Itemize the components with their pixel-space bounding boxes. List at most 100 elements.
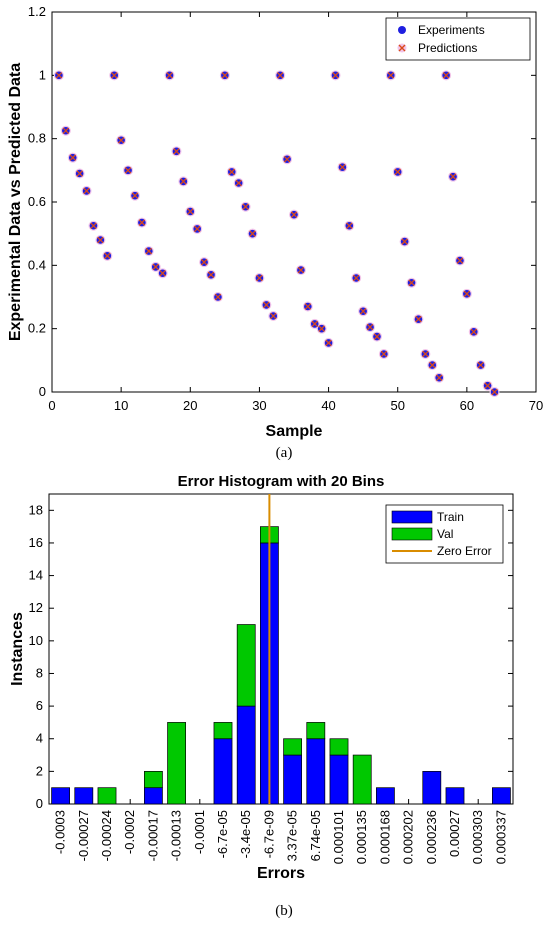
prediction-point	[297, 266, 305, 274]
val-bar	[144, 771, 163, 789]
prediction-point	[180, 178, 187, 185]
histogram-x-tick-label: -0.00024	[99, 810, 114, 861]
histogram-y-tick-label: 12	[29, 600, 43, 615]
train-bar	[144, 787, 163, 805]
histogram-x-tick-label: -0.0003	[53, 810, 68, 854]
val-bar	[167, 722, 186, 805]
scatter-x-tick-label: 70	[529, 398, 543, 413]
prediction-point	[332, 72, 339, 79]
prediction-point	[366, 323, 374, 331]
histogram-x-tick-label: -6.7e-05	[215, 810, 230, 858]
histogram-y-tick-label: 18	[29, 502, 43, 517]
prediction-point	[387, 72, 395, 79]
caption-a: (a)	[276, 445, 293, 461]
prediction-point	[55, 72, 63, 79]
histogram-y-axis-label: Instances	[9, 612, 26, 686]
scatter-y-tick-label: 1.2	[28, 4, 46, 19]
scatter-y-tick-label: 0	[39, 384, 46, 399]
scatter-plot-area	[51, 11, 537, 393]
legend-experiments-marker	[398, 26, 406, 34]
histogram-y-tick-label: 0	[36, 796, 43, 811]
prediction-point	[152, 263, 159, 271]
histogram-ticks: 0 2 4 6 8 10 12 14 16 18 -0.0003 -0.00027 -0.00024 -0…	[29, 502, 513, 864]
scatter-x-tick-label: 0	[48, 398, 55, 413]
scatter-y-tick-label: 0.4	[28, 257, 46, 272]
prediction-point	[138, 219, 146, 226]
histogram-x-tick-label: 6.74e-05	[308, 810, 323, 861]
train-bar	[236, 705, 256, 805]
legend-val-label: Val	[437, 527, 453, 541]
prediction-point	[166, 72, 173, 79]
train-bar	[306, 738, 326, 805]
legend-experiments-label: Experiments	[418, 23, 485, 37]
prediction-point	[187, 208, 194, 215]
prediction-point	[263, 301, 270, 309]
histogram-y-tick-label: 8	[36, 665, 43, 680]
train-bar	[445, 787, 465, 805]
prediction-point	[235, 179, 242, 187]
val-bar	[213, 722, 233, 740]
train-bar	[492, 787, 511, 805]
histogram-x-tick-label: -6.7e-09	[261, 810, 276, 858]
prediction-point	[311, 320, 319, 328]
prediction-point	[228, 168, 236, 176]
prediction-point	[373, 333, 381, 340]
val-bar	[306, 722, 326, 740]
prediction-point	[470, 328, 478, 336]
val-bar	[352, 754, 372, 805]
prediction-point	[484, 382, 491, 389]
histogram-title: Error Histogram with 20 Bins	[178, 473, 385, 490]
prediction-point	[325, 339, 332, 347]
legend-predictions-label: Predictions	[418, 41, 477, 55]
prediction-point	[394, 168, 401, 176]
histogram-bars	[51, 526, 511, 805]
prediction-point	[442, 72, 450, 79]
prediction-point	[422, 350, 429, 358]
histogram-x-tick-label: -0.00017	[145, 810, 160, 861]
histogram-x-tick-label: -0.0001	[192, 810, 207, 854]
train-bar	[376, 787, 395, 805]
scatter-ticks: 0 10 20 30 40 50 60 70 0 0.2 0.4 0.6 0.8 1 1.2	[28, 4, 543, 413]
histogram-x-tick-label: 0.00027	[447, 810, 462, 857]
train-bar	[213, 738, 233, 805]
histogram-legend: Train Val Zero Error	[385, 504, 504, 564]
prediction-point	[117, 136, 125, 144]
histogram-x-tick-label: 0.000168	[377, 810, 392, 864]
prediction-point	[449, 173, 457, 180]
prediction-point	[214, 293, 222, 301]
legend-zero-error-label: Zero Error	[437, 544, 492, 558]
scatter-legend-box	[385, 17, 531, 61]
prediction-point	[242, 203, 249, 211]
val-bar	[283, 738, 302, 756]
prediction-point	[104, 252, 111, 260]
val-bar	[236, 624, 256, 707]
prediction-point	[290, 211, 298, 218]
scatter-y-tick-label: 0.6	[28, 194, 46, 209]
train-bar	[51, 787, 70, 805]
histogram-x-tick-label: 0.000101	[331, 810, 346, 864]
scatter-points	[53, 70, 500, 397]
prediction-point	[408, 279, 415, 287]
histogram-x-tick-label: 0.000303	[470, 810, 485, 864]
train-bar	[329, 754, 349, 805]
prediction-point	[276, 72, 284, 79]
prediction-point	[110, 72, 118, 79]
histogram-x-tick-label: -3.4e-05	[238, 810, 253, 858]
scatter-y-tick-label: 1	[39, 67, 46, 82]
prediction-point	[380, 350, 388, 358]
scatter-y-tick-label: 0.8	[28, 131, 46, 146]
prediction-point	[359, 307, 367, 315]
prediction-point	[124, 167, 132, 174]
histogram-chart: Error Histogram with 20 Bins 0 2 4 6 8 10 12 14…	[9, 473, 514, 919]
prediction-point	[304, 303, 312, 310]
prediction-point	[435, 374, 443, 382]
prediction-point	[173, 148, 180, 155]
prediction-point	[463, 290, 471, 298]
prediction-point	[193, 225, 201, 233]
train-bar	[422, 771, 442, 805]
prediction-point	[283, 155, 291, 163]
prediction-point	[346, 222, 353, 230]
histogram-x-tick-label: 0.000337	[493, 810, 508, 864]
